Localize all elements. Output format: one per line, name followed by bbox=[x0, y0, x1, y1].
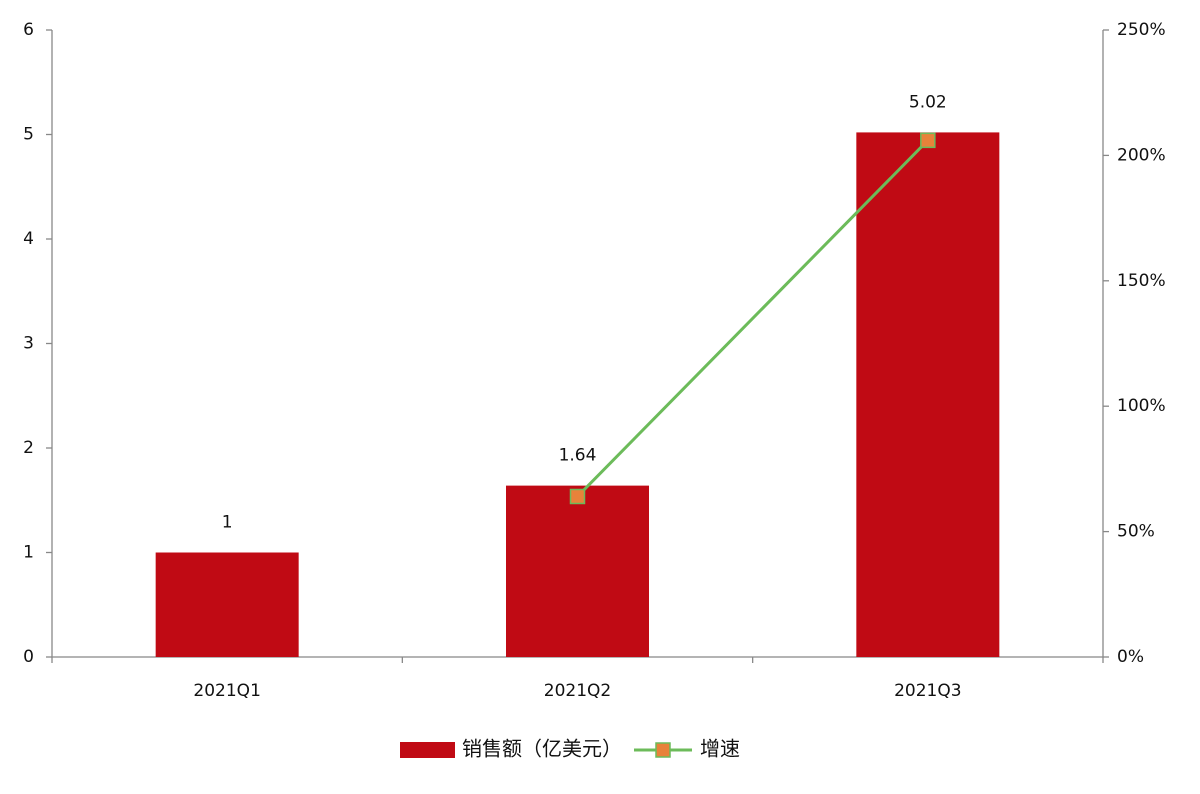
y2-tick-label: 200% bbox=[1117, 145, 1166, 165]
y-tick-label: 5 bbox=[23, 125, 34, 145]
y2-tick-label: 100% bbox=[1117, 396, 1166, 416]
y-tick-label: 0 bbox=[23, 647, 34, 667]
bar bbox=[155, 552, 299, 657]
legend-label: 增速 bbox=[700, 737, 740, 761]
y2-tick-label: 50% bbox=[1117, 522, 1155, 542]
y2-tick-label: 0% bbox=[1117, 647, 1144, 667]
legend-marker bbox=[655, 742, 671, 758]
x-tick-label: 2021Q3 bbox=[894, 681, 961, 701]
y2-tick-label: 250% bbox=[1117, 20, 1166, 40]
x-tick-label: 2021Q2 bbox=[544, 681, 611, 701]
line-marker bbox=[569, 488, 586, 505]
y-tick-label: 6 bbox=[23, 20, 34, 40]
y-tick-label: 4 bbox=[23, 229, 34, 249]
y-tick-label: 2 bbox=[23, 438, 34, 458]
x-tick-label: 2021Q1 bbox=[193, 681, 260, 701]
y-tick-label: 1 bbox=[23, 543, 34, 563]
data-label: 1.64 bbox=[559, 446, 597, 466]
line-marker bbox=[920, 132, 936, 149]
bar bbox=[506, 485, 649, 657]
data-label: 1 bbox=[222, 513, 233, 533]
bar bbox=[856, 132, 1000, 657]
y2-tick-label: 150% bbox=[1117, 271, 1166, 291]
y-tick-label: 3 bbox=[23, 334, 34, 354]
legend-swatch bbox=[400, 742, 455, 758]
line bbox=[576, 139, 929, 498]
data-label: 5.02 bbox=[909, 92, 947, 112]
legend-label: 销售额（亿美元） bbox=[462, 737, 622, 761]
